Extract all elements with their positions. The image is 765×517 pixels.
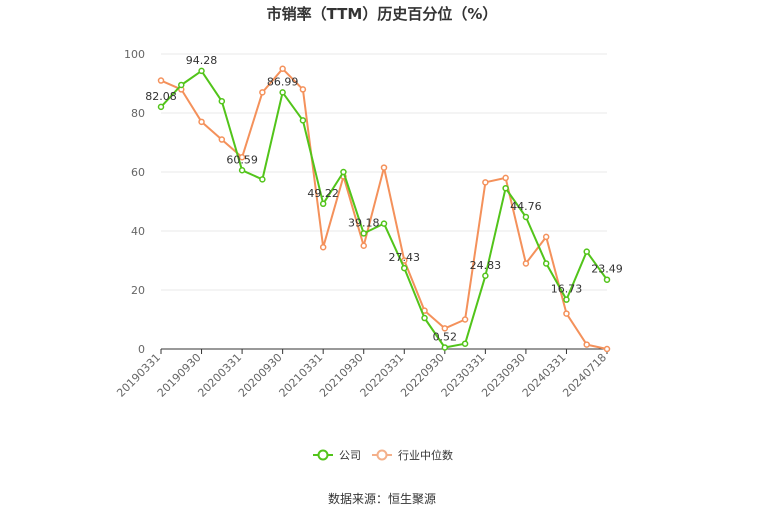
data-point[interactable] (441, 344, 449, 351)
data-point[interactable] (522, 260, 530, 267)
data-point[interactable] (461, 316, 469, 323)
y-tick-label: 20 (131, 284, 145, 297)
data-point[interactable] (198, 118, 205, 126)
data-point[interactable] (198, 67, 205, 75)
data-point[interactable] (542, 260, 550, 267)
data-label: 82.08 (145, 90, 177, 103)
data-point[interactable] (279, 89, 286, 96)
data-point[interactable] (259, 176, 266, 183)
data-point[interactable] (360, 242, 367, 249)
data-point[interactable] (157, 77, 165, 84)
data-point[interactable] (583, 248, 590, 255)
data-point[interactable] (340, 168, 347, 176)
data-point[interactable] (563, 310, 570, 317)
data-point[interactable] (380, 164, 388, 171)
chart-title: 市销率（TTM）历史百分位（%） (267, 5, 498, 23)
legend-marker-industry-median (376, 449, 388, 461)
data-label: 86.99 (267, 75, 299, 88)
data-label: 27.43 (389, 251, 421, 264)
data-label: 39.18 (348, 216, 380, 229)
data-point[interactable] (421, 314, 428, 322)
data-point[interactable] (441, 325, 449, 332)
legend-item-industry-median[interactable]: 行业中位数 (372, 448, 453, 462)
data-point[interactable] (319, 243, 327, 251)
data-labels: 82.08 94.28 60.59 86.99 49.22 39.18 27.43 0.52 2… (145, 54, 623, 344)
y-tick-label: 0 (138, 343, 145, 356)
data-point[interactable] (482, 179, 489, 186)
data-point[interactable] (603, 345, 611, 353)
data-point[interactable] (542, 233, 550, 241)
data-label: 24.83 (470, 259, 502, 272)
source-text: 数据来源：恒生聚源 (328, 491, 436, 506)
data-point[interactable] (299, 117, 307, 124)
y-tick-label: 60 (131, 166, 145, 179)
data-label: 44.76 (510, 200, 542, 213)
data-point[interactable] (482, 272, 489, 280)
legend-label-industry-median: 行业中位数 (398, 448, 453, 462)
data-point[interactable] (178, 81, 185, 89)
legend-item-company[interactable]: 公司 (313, 449, 361, 462)
y-tick-label: 80 (131, 107, 145, 120)
data-point[interactable] (360, 230, 367, 237)
data-point[interactable] (319, 200, 327, 208)
data-point[interactable] (401, 264, 408, 272)
data-label: 49.22 (307, 187, 339, 200)
data-label: 23.49 (591, 263, 623, 276)
data-label: 60.59 (226, 153, 258, 166)
data-point[interactable] (238, 154, 246, 161)
data-point[interactable] (461, 340, 469, 347)
data-label: 16.73 (551, 283, 583, 296)
data-point[interactable] (522, 213, 530, 221)
data-point[interactable] (157, 103, 165, 111)
series-lines (157, 65, 611, 353)
data-point[interactable] (218, 97, 226, 105)
data-point[interactable] (583, 341, 590, 348)
legend-label-company: 公司 (339, 449, 361, 462)
data-point[interactable] (259, 89, 266, 96)
data-point[interactable] (502, 184, 509, 192)
data-point[interactable] (299, 86, 307, 93)
data-label: 0.52 (433, 330, 458, 343)
y-tick-label: 40 (131, 225, 145, 238)
data-label: 94.28 (186, 54, 218, 67)
data-point[interactable] (502, 174, 509, 182)
data-point[interactable] (238, 167, 246, 174)
legend: 公司 行业中位数 (313, 448, 453, 462)
legend-marker-company (317, 449, 329, 461)
x-tick-label: 20240718 (560, 351, 609, 400)
data-point[interactable] (380, 220, 388, 227)
data-point[interactable] (279, 65, 286, 72)
data-point[interactable] (218, 136, 226, 143)
data-point[interactable] (603, 276, 611, 283)
y-tick-label: 100 (124, 48, 145, 61)
data-point[interactable] (563, 296, 570, 303)
